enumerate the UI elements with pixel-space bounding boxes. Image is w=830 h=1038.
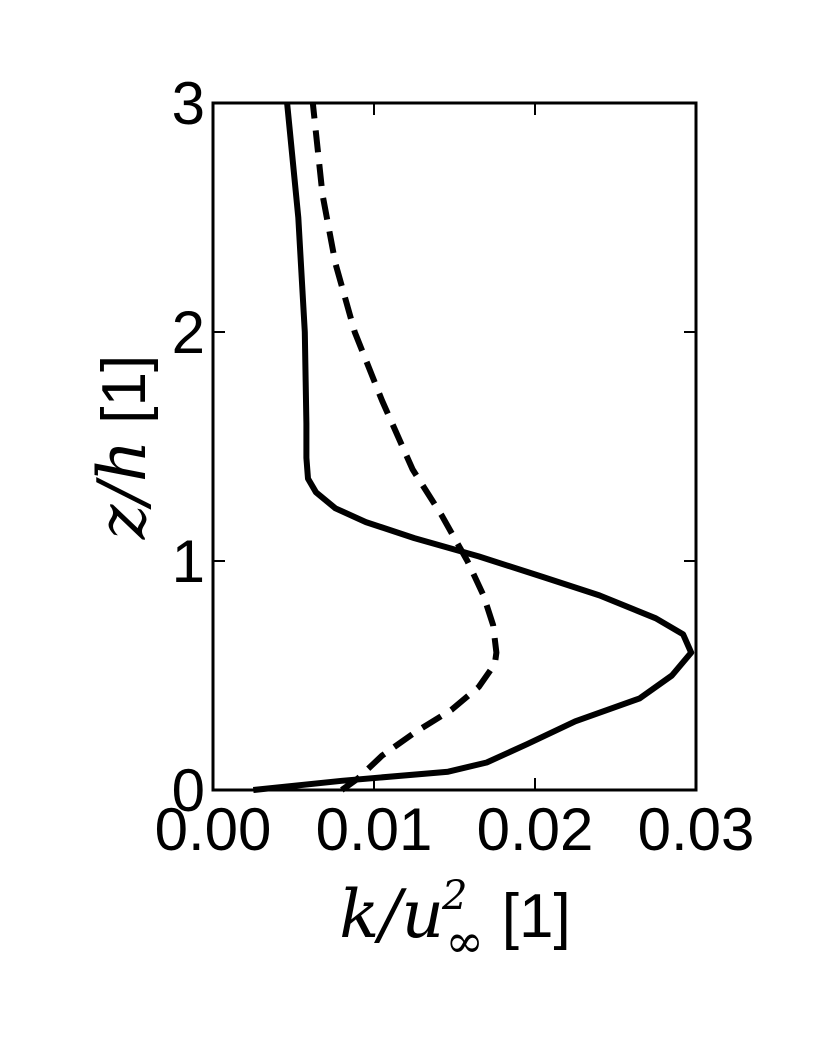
axis-ticks — [212, 102, 697, 791]
y-tick-label: 2 — [172, 299, 205, 366]
series-line-solid — [252, 102, 695, 793]
x-tick-label: 0.02 — [477, 796, 594, 863]
x-tick-label: 0.00 — [155, 796, 272, 863]
x-tick-label: 0.03 — [638, 796, 755, 863]
x-axis-label: k/u2 ∞ [1] — [339, 873, 570, 968]
series-line-dashed — [309, 102, 500, 793]
y-axis-label: z/h[1] — [84, 355, 161, 540]
plot-frame — [211, 101, 698, 792]
x-tick-label: 0.01 — [316, 796, 433, 863]
y-tick-label: 0 — [172, 757, 205, 824]
y-tick-label: 3 — [172, 70, 205, 137]
tick-labels: 0.00 0.01 0.02 0.03 0 1 2 3 — [155, 70, 755, 863]
plot-lines — [252, 102, 695, 793]
y-tick-label: 1 — [172, 528, 205, 595]
